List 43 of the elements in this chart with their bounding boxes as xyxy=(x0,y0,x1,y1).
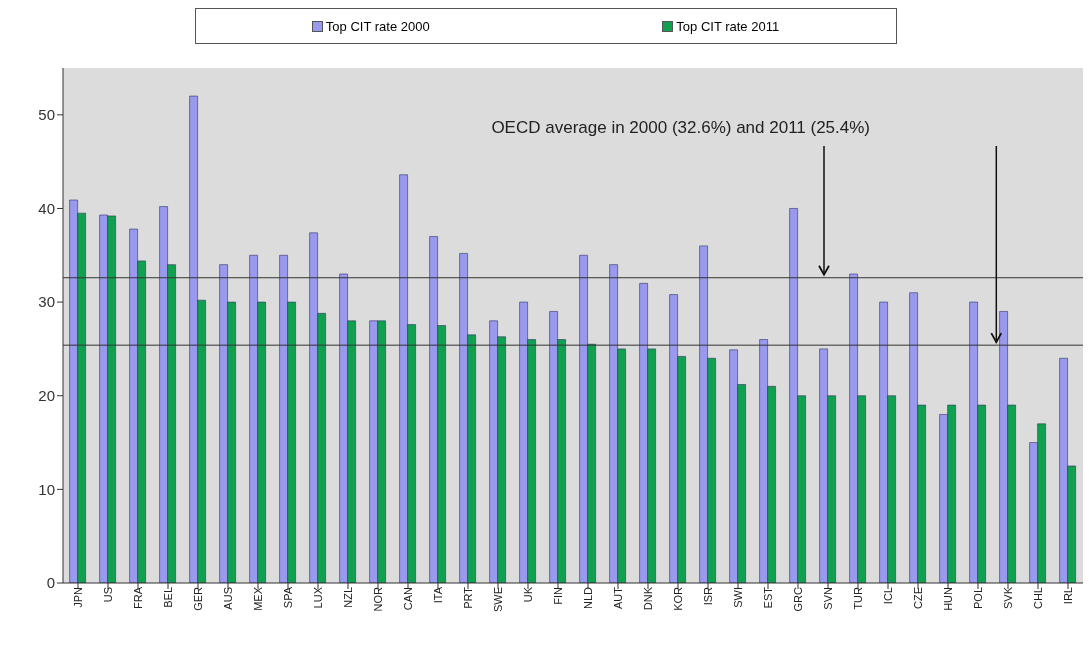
y-tick-label: 40 xyxy=(38,199,55,217)
legend-label: Top CIT rate 2011 xyxy=(675,18,780,34)
x-tick-label: CZE xyxy=(911,587,924,609)
x-tick-label: IRL xyxy=(1061,587,1074,605)
x-tick-label: TUR xyxy=(851,586,864,610)
x-tick-label: AUS xyxy=(221,587,234,610)
x-tick-label: ISR xyxy=(701,586,714,606)
x-tick-label: CAN xyxy=(401,586,414,611)
x-tick-label: NLD xyxy=(581,586,594,610)
x-tick-label: DNK xyxy=(641,586,654,611)
x-tick-label: KOR xyxy=(671,586,684,611)
x-tick-label: SVN xyxy=(821,586,834,610)
x-tick-label: NOR xyxy=(371,586,384,612)
x-tick-label: FRA xyxy=(131,586,144,609)
x-tick-label: SWE xyxy=(491,587,504,613)
y-tick-label: 20 xyxy=(38,387,55,405)
x-tick-label: SWI xyxy=(731,587,744,608)
x-tick-label: HUN xyxy=(941,586,954,611)
x-tick-label: BEL xyxy=(161,587,174,608)
x-tick-label: EST xyxy=(761,586,774,609)
x-tick-label: NZL xyxy=(341,587,354,608)
annotation: OECD average in 2000 (32.6%) and 2011 (25.4%) xyxy=(491,118,871,138)
x-tick-label: SPA xyxy=(281,586,294,609)
x-tick-label: ITA xyxy=(431,586,444,604)
x-tick-label: SVK xyxy=(1001,586,1014,610)
x-tick-label: AUT xyxy=(611,586,624,609)
x-tick-label: ICL xyxy=(881,587,894,605)
x-tick-label: FIN xyxy=(551,586,564,605)
x-tick-label: UK xyxy=(521,586,534,603)
x-tick-label: GER xyxy=(191,586,204,611)
x-tick-label: MEX xyxy=(251,586,264,611)
x-tick-label: JPN xyxy=(71,586,84,608)
x-tick-label: POL xyxy=(971,587,984,610)
x-tick-label: LUX xyxy=(311,586,324,609)
x-tick-label: US xyxy=(101,587,114,603)
x-tick-label: PRT xyxy=(461,586,474,609)
y-tick-label: 0 xyxy=(46,574,55,592)
y-tick-label: 10 xyxy=(38,480,55,498)
x-tick-label: GRC xyxy=(791,586,804,612)
x-tick-label: CHL xyxy=(1031,587,1044,610)
legend-label: Top CIT rate 2000 xyxy=(324,18,430,34)
y-tick-label: 50 xyxy=(38,106,55,124)
y-tick-label: 30 xyxy=(38,293,55,311)
